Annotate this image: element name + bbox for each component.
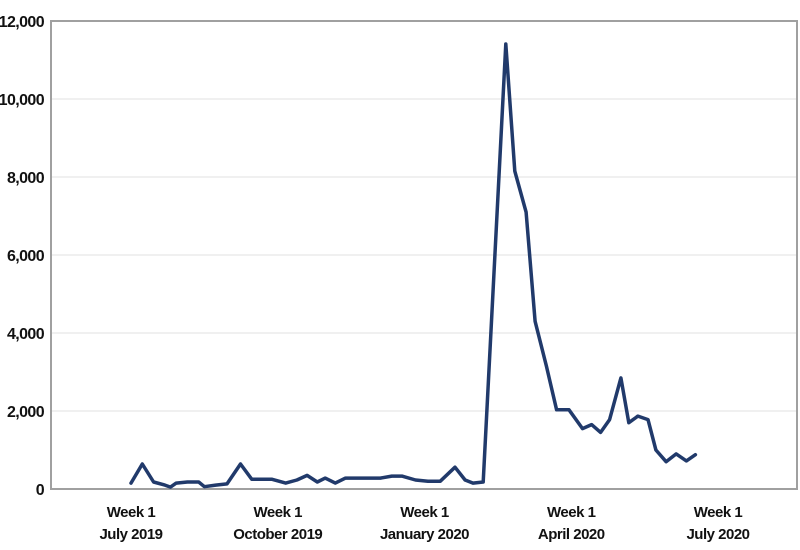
- x-tick-label: July 2019: [99, 526, 162, 543]
- x-tick-label: Week 1: [694, 504, 743, 521]
- y-axis-tick-labels: 0 2,000 4,000 6,000 8,000 10,000 12,000: [0, 14, 45, 499]
- y-tick-label: 2,000: [7, 404, 45, 421]
- y-tick-label: 8,000: [7, 170, 45, 187]
- x-tick-label: October 2019: [233, 526, 322, 543]
- x-tick-label: Week 1: [254, 504, 303, 521]
- data-line: [129, 42, 698, 489]
- y-tick-label: 10,000: [0, 92, 45, 109]
- y-tick-label: 4,000: [7, 326, 45, 343]
- x-tick-label: Week 1: [400, 504, 449, 521]
- y-tick-label: 12,000: [0, 14, 45, 31]
- x-axis-tick-labels: Week 1 July 2019 Week 1 October 2019 Week 1 J…: [99, 504, 750, 543]
- y-tick-label: 6,000: [7, 248, 45, 265]
- x-tick-label: April 2020: [538, 526, 605, 543]
- gridlines: [51, 98, 797, 412]
- y-tick-label: 0: [36, 482, 45, 499]
- x-tick-label: July 2020: [686, 526, 749, 543]
- x-tick-label: January 2020: [380, 526, 469, 543]
- plot-frame: [50, 20, 798, 490]
- x-tick-label: Week 1: [547, 504, 596, 521]
- x-tick-label: Week 1: [107, 504, 156, 521]
